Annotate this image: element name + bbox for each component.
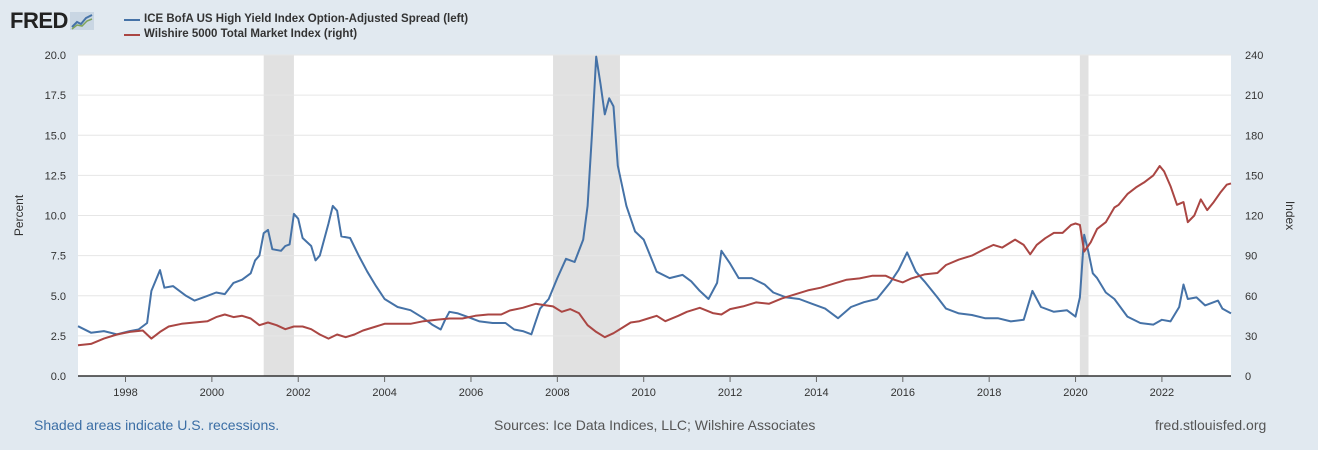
y-left-tick-label: 7.5 [51, 251, 66, 263]
y-right-tick-label: 30 [1245, 331, 1257, 343]
recession-note[interactable]: Shaded areas indicate U.S. recessions. [34, 417, 280, 433]
y-left-tick-label: 5.0 [51, 291, 66, 303]
legend-label-spread: ICE BofA US High Yield Index Option-Adju… [144, 13, 469, 25]
legend-label-wilshire: Wilshire 5000 Total Market Index (right) [144, 28, 358, 40]
legend-item-wilshire[interactable]: Wilshire 5000 Total Market Index (right) [124, 27, 468, 42]
fred-logo[interactable]: FRED [10, 8, 94, 34]
x-tick-label: 2016 [891, 387, 915, 399]
spread-series-line [77, 55, 1232, 336]
legend-swatch-spread [124, 18, 140, 21]
legend-swatch-wilshire [124, 33, 140, 36]
chart-legend: ICE BofA US High Yield Index Option-Adju… [124, 12, 468, 42]
logo-text: FRED [10, 8, 68, 33]
y-right-tick-label: 0 [1245, 371, 1251, 383]
y-left-tick-label: 17.5 [45, 90, 66, 102]
logo-chart-icon [69, 12, 94, 30]
y-right-tick-label: 240 [1245, 50, 1263, 62]
wilshire-series-line [77, 165, 1232, 347]
y-left-tick-label: 20.0 [45, 50, 66, 62]
y-left-tick-label: 15.0 [45, 130, 66, 142]
x-tick-label: 2012 [718, 387, 742, 399]
x-tick-label: 2004 [372, 387, 396, 399]
legend-item-spread[interactable]: ICE BofA US High Yield Index Option-Adju… [124, 12, 468, 27]
x-tick-label: 2000 [200, 387, 224, 399]
x-tick-label: 1998 [113, 387, 137, 399]
y-right-tick-label: 90 [1245, 251, 1257, 263]
x-tick-label: 2006 [459, 387, 483, 399]
x-tick-label: 2018 [977, 387, 1001, 399]
y-right-tick-label: 150 [1245, 170, 1263, 182]
source-url[interactable]: fred.stlouisfed.org [1155, 417, 1267, 433]
y-right-tick-label: 210 [1245, 90, 1263, 102]
x-tick-label: 2020 [1063, 387, 1087, 399]
x-tick-label: 2014 [804, 387, 828, 399]
x-tick-label: 2022 [1150, 387, 1174, 399]
x-tick-label: 2002 [286, 387, 310, 399]
y-left-axis-title: Percent [12, 194, 26, 236]
y-left-tick-label: 2.5 [51, 331, 66, 343]
y-right-axis-title: Index [1283, 201, 1297, 230]
y-right-tick-label: 180 [1245, 130, 1263, 142]
y-left-tick-label: 12.5 [45, 170, 66, 182]
y-right-tick-label: 60 [1245, 291, 1257, 303]
y-left-tick-label: 0.0 [51, 371, 66, 383]
y-right-tick-label: 120 [1245, 211, 1263, 223]
sources-text: Sources: Ice Data Indices, LLC; Wilshire… [494, 417, 816, 433]
x-tick-label: 2008 [545, 387, 569, 399]
x-tick-label: 2010 [631, 387, 655, 399]
y-left-tick-label: 10.0 [45, 211, 66, 223]
